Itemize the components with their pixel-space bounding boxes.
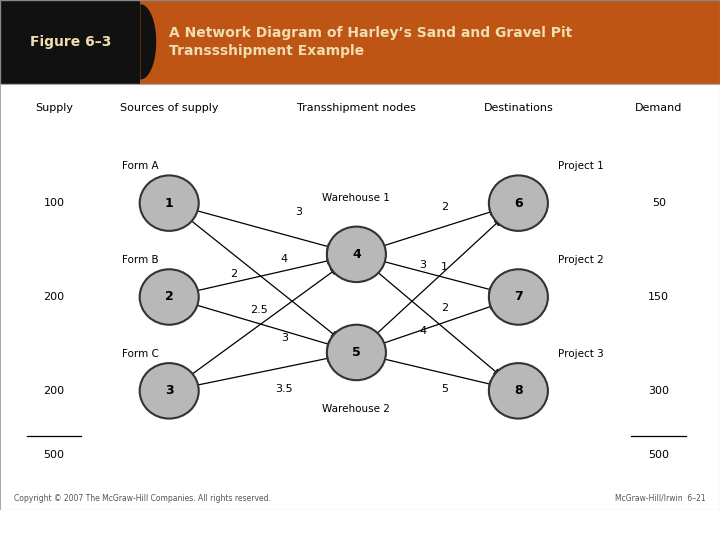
- Ellipse shape: [489, 176, 548, 231]
- Ellipse shape: [140, 363, 199, 418]
- Text: A Network Diagram of Harley’s Sand and Gravel Pit
Transsshipment Example: A Network Diagram of Harley’s Sand and G…: [169, 25, 572, 58]
- Polygon shape: [140, 0, 156, 84]
- Text: Project 3: Project 3: [558, 349, 604, 359]
- Text: 2.5: 2.5: [251, 305, 268, 315]
- Text: 5: 5: [352, 346, 361, 359]
- Ellipse shape: [140, 176, 199, 231]
- Bar: [0, 0, 140, 84]
- Text: Supply: Supply: [35, 103, 73, 113]
- Text: 7: 7: [514, 291, 523, 303]
- Text: 3.5: 3.5: [276, 384, 293, 394]
- Text: Figure 6–3: Figure 6–3: [30, 35, 111, 49]
- Text: 2: 2: [165, 291, 174, 303]
- Text: 2: 2: [230, 268, 238, 279]
- Text: 2: 2: [441, 302, 448, 313]
- Text: 4: 4: [281, 254, 288, 264]
- Text: Warehouse 2: Warehouse 2: [323, 404, 390, 414]
- Text: Demand: Demand: [635, 103, 683, 113]
- Text: 500: 500: [648, 450, 670, 460]
- Text: 3: 3: [420, 260, 426, 270]
- Text: 4: 4: [420, 326, 426, 336]
- Text: 200: 200: [43, 292, 65, 302]
- Text: 1: 1: [165, 197, 174, 210]
- Bar: [140, 0, 720, 84]
- Text: 5: 5: [441, 384, 448, 394]
- Ellipse shape: [327, 325, 386, 380]
- Text: 1: 1: [441, 262, 448, 272]
- Text: Copyright © 2007 The McGraw-Hill Companies. All rights reserved.: Copyright © 2007 The McGraw-Hill Compani…: [14, 494, 271, 503]
- Text: McGraw-Hill/Irwin  6–21: McGraw-Hill/Irwin 6–21: [615, 494, 706, 503]
- Text: Form A: Form A: [122, 161, 159, 171]
- Text: 3: 3: [295, 207, 302, 217]
- Ellipse shape: [489, 269, 548, 325]
- Text: Form B: Form B: [122, 255, 159, 265]
- Text: Form C: Form C: [122, 349, 159, 359]
- Ellipse shape: [489, 363, 548, 418]
- Text: Destinations: Destinations: [484, 103, 553, 113]
- Text: Warehouse 1: Warehouse 1: [323, 193, 390, 203]
- Text: 150: 150: [648, 292, 670, 302]
- Text: 50: 50: [652, 198, 666, 208]
- Text: 500: 500: [43, 450, 65, 460]
- Text: 3: 3: [281, 333, 288, 342]
- Text: 3: 3: [165, 384, 174, 397]
- Text: 8: 8: [514, 384, 523, 397]
- Ellipse shape: [140, 269, 199, 325]
- Text: Project 1: Project 1: [558, 161, 604, 171]
- Text: 6: 6: [514, 197, 523, 210]
- Text: Sources of supply: Sources of supply: [120, 103, 218, 113]
- Text: 4: 4: [352, 248, 361, 261]
- Text: Project 2: Project 2: [558, 255, 604, 265]
- Text: 100: 100: [43, 198, 65, 208]
- Text: 300: 300: [648, 386, 670, 396]
- Ellipse shape: [327, 227, 386, 282]
- Text: Transshipment nodes: Transshipment nodes: [297, 103, 416, 113]
- Text: 2: 2: [441, 202, 448, 212]
- Text: 200: 200: [43, 386, 65, 396]
